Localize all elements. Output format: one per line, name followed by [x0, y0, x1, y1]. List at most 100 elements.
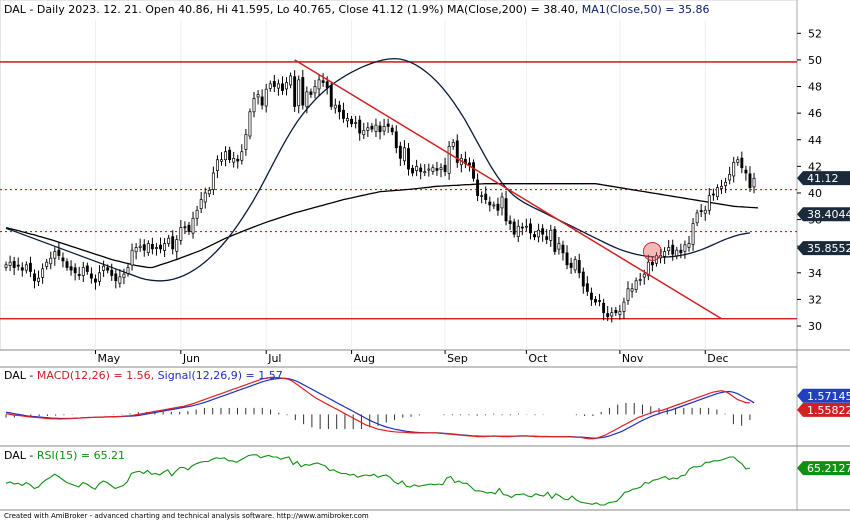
candle-down — [577, 259, 581, 274]
candle-up — [163, 243, 167, 251]
candle-up — [244, 134, 248, 150]
price-tick-label: 52 — [808, 27, 822, 40]
candle-down — [341, 109, 345, 119]
candle-up — [195, 209, 199, 219]
candle-down — [407, 148, 410, 170]
rsi-header: DAL - RSI(15) = 65.21 — [4, 449, 125, 462]
price-badge: 38.4044 — [797, 207, 850, 222]
candle-down — [386, 123, 390, 127]
candle-down — [350, 118, 354, 125]
price-tick-label: 48 — [808, 81, 822, 94]
candle-down — [73, 267, 77, 274]
candle-down — [602, 302, 606, 314]
price-ticker: DAL — [4, 3, 27, 16]
date-tick-label: Jul — [267, 352, 281, 365]
candle-up — [175, 239, 179, 252]
candle-up — [362, 130, 366, 136]
candle-down — [281, 83, 284, 91]
candle-up — [289, 75, 293, 86]
price-badge-shape — [797, 171, 850, 186]
candle-up — [134, 247, 138, 253]
gridlines — [94, 20, 706, 350]
candle-up — [8, 261, 12, 266]
breakout-highlight-circle — [642, 242, 662, 262]
candle-down — [309, 91, 313, 95]
candle-down — [106, 267, 110, 271]
candle-down — [528, 223, 532, 234]
candle-up — [431, 167, 435, 172]
candle-down — [171, 236, 175, 250]
candle-down — [561, 244, 565, 254]
candle-up — [634, 280, 638, 290]
candle-up — [98, 272, 101, 282]
candle-up — [622, 301, 626, 312]
candle-up — [439, 167, 443, 170]
candle-down — [443, 164, 447, 173]
macd-badge: 1.57145 — [797, 388, 850, 403]
candle-down — [581, 271, 585, 287]
rsi-badge-shape — [797, 461, 850, 476]
candle-up — [707, 195, 711, 211]
candle-down — [744, 169, 748, 174]
candle-up — [642, 273, 646, 278]
price-tick-label: 30 — [808, 320, 822, 333]
price-badge: 35.8552 — [797, 241, 850, 256]
candle-up — [646, 261, 650, 277]
candle-up — [297, 79, 301, 107]
candle-down — [569, 262, 573, 268]
candle-up — [415, 166, 419, 171]
candle-up — [728, 174, 732, 181]
candle-up — [49, 257, 53, 265]
rsi-ticker: DAL - — [4, 449, 37, 462]
candle-down — [512, 221, 516, 235]
candle-up — [516, 225, 520, 237]
price-badge-shape — [797, 207, 850, 222]
rsi-label: RSI(15) = 65.21 — [37, 449, 125, 462]
candle-up — [354, 122, 358, 124]
candle-up — [276, 83, 280, 89]
candle-up — [715, 187, 719, 198]
candle-down — [679, 249, 683, 254]
candle-down — [12, 261, 16, 268]
candle-up — [179, 227, 183, 241]
candle-down — [504, 198, 508, 222]
candle-up — [203, 192, 207, 203]
price-badge-shape — [797, 241, 850, 256]
candle-down — [77, 274, 81, 276]
candle-up — [224, 151, 228, 161]
macd-line — [5, 376, 750, 440]
candle-down — [378, 125, 382, 133]
candle-down — [589, 292, 593, 300]
candle-up — [610, 312, 614, 317]
candle-up — [736, 159, 740, 163]
date-tick-label: Dec — [707, 352, 728, 365]
candle-down — [69, 266, 73, 271]
candle-down — [606, 313, 610, 318]
candle-down — [228, 149, 232, 161]
candle-down — [545, 236, 549, 240]
candle-down — [325, 81, 329, 89]
candle-up — [675, 249, 679, 257]
macd-badge-text: 1.57145 — [807, 390, 850, 403]
candle-down — [476, 179, 480, 196]
candle-down — [57, 249, 61, 256]
candle-down — [508, 220, 512, 224]
macd-ticker: DAL - — [4, 369, 37, 382]
candle-down — [370, 125, 374, 130]
candle-down — [740, 157, 744, 169]
candle-up — [537, 229, 541, 238]
candle-up — [264, 88, 268, 107]
candle-up — [81, 267, 85, 276]
candle-down — [89, 273, 93, 279]
candle-up — [423, 171, 427, 174]
candle-up — [191, 217, 195, 234]
rsi-line — [5, 454, 751, 506]
candle-up — [695, 212, 699, 224]
candle-up — [480, 195, 484, 197]
candle-up — [268, 83, 272, 89]
candle-up — [313, 86, 317, 94]
candle-up — [24, 264, 28, 271]
candle-down — [16, 264, 20, 267]
candle-down — [236, 158, 240, 162]
candle-down — [159, 244, 162, 250]
